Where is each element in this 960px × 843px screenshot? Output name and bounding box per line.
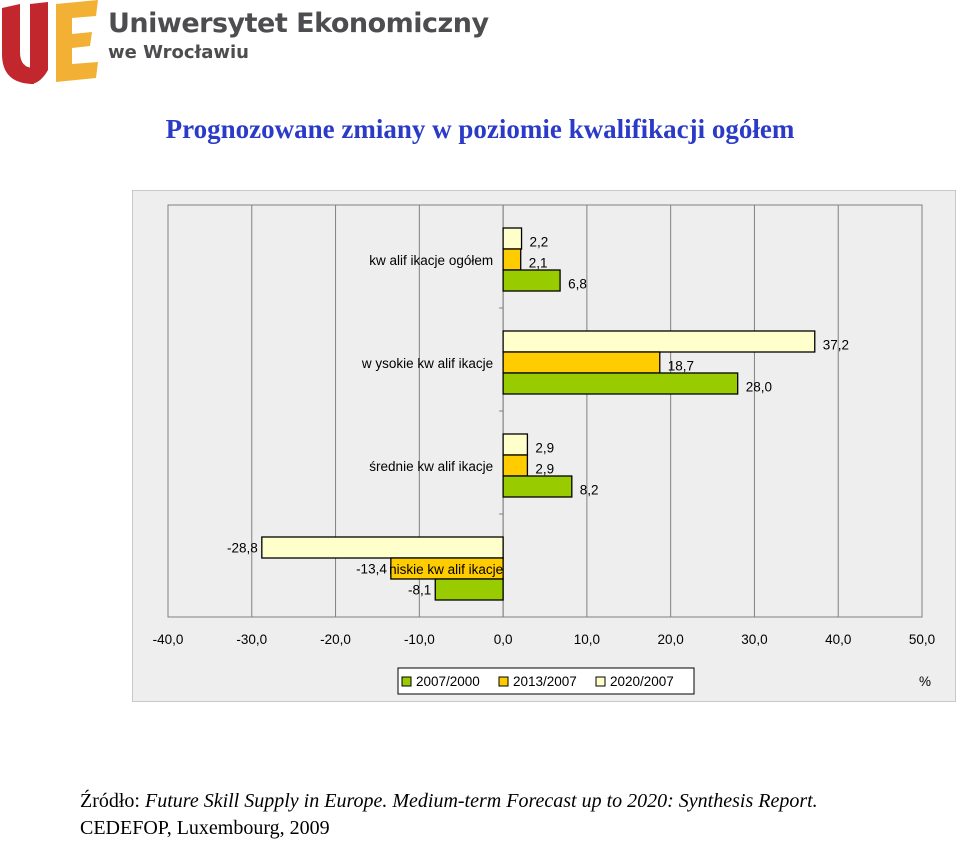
source-title: Future Skill Supply in Europe. Medium-te… [145,790,818,812]
data-label: 2,9 [535,441,554,456]
legend-label: 2007/2000 [416,674,480,689]
bar-2020-2007 [261,536,504,559]
x-tick-label: -40,0 [153,632,184,647]
data-label: 28,0 [746,380,772,395]
data-label: 2,1 [529,256,548,271]
axis-unit-label: % [919,674,931,689]
legend-swatch [498,676,509,687]
ue-logo-icon [2,0,98,84]
bar-2020-2007 [502,330,816,353]
x-tick-label: -30,0 [236,632,267,647]
x-tick-label: 40,0 [825,632,851,647]
x-tick-label: -10,0 [404,632,435,647]
university-logo: Uniwersytet Ekonomiczny we Wrocławiu [0,0,489,90]
source-note: Źródło: Future Skill Supply in Europe. M… [80,788,960,842]
logo-university-name: Uniwersytet Ekonomiczny [108,8,489,39]
category-label: w ysokie kw alif ikacje [361,356,493,371]
x-tick-label: -20,0 [320,632,351,647]
category-label: kw alif ikacje ogółem [369,253,493,268]
legend-swatch [595,676,606,687]
data-label: 37,2 [823,338,849,353]
data-label: -8,1 [408,583,431,598]
data-label: 8,2 [580,483,599,498]
x-tick-label: 20,0 [658,632,684,647]
page-title: Prognozowane zmiany w poziomie kwalifika… [165,114,795,144]
data-label: 18,7 [668,359,694,374]
legend-label: 2020/2007 [610,674,674,689]
x-tick-label: 10,0 [574,632,600,647]
bar-2020-2007 [502,433,529,456]
x-tick-label: 30,0 [741,632,767,647]
bar-2007-2000 [502,475,573,498]
data-label: -13,4 [356,562,387,577]
x-tick-label: 50,0 [909,632,935,647]
source-publisher: CEDEFOP, Luxembourg, 2009 [80,817,330,839]
legend-swatch [401,676,412,687]
category-label: niskie kw alif ikacje [389,562,503,577]
bar-2013-2007 [502,351,661,374]
data-label: 2,9 [535,462,554,477]
bar-2007-2000 [434,578,504,601]
legend-box [397,667,695,695]
source-prefix: Źródło: [80,790,145,812]
legend-label: 2013/2007 [513,674,577,689]
category-label: średnie kw alif ikacje [369,459,493,474]
x-tick-label: 0,0 [494,632,513,647]
logo-university-city: we Wrocławiu [108,42,249,63]
bar-2013-2007 [502,248,522,271]
data-label: 2,2 [530,235,549,250]
data-label: -28,8 [227,541,258,556]
bar-2020-2007 [502,227,523,250]
bar-2007-2000 [502,372,739,395]
data-label: 6,8 [568,277,587,292]
bar-2007-2000 [502,269,561,292]
bar-2013-2007 [502,454,529,477]
